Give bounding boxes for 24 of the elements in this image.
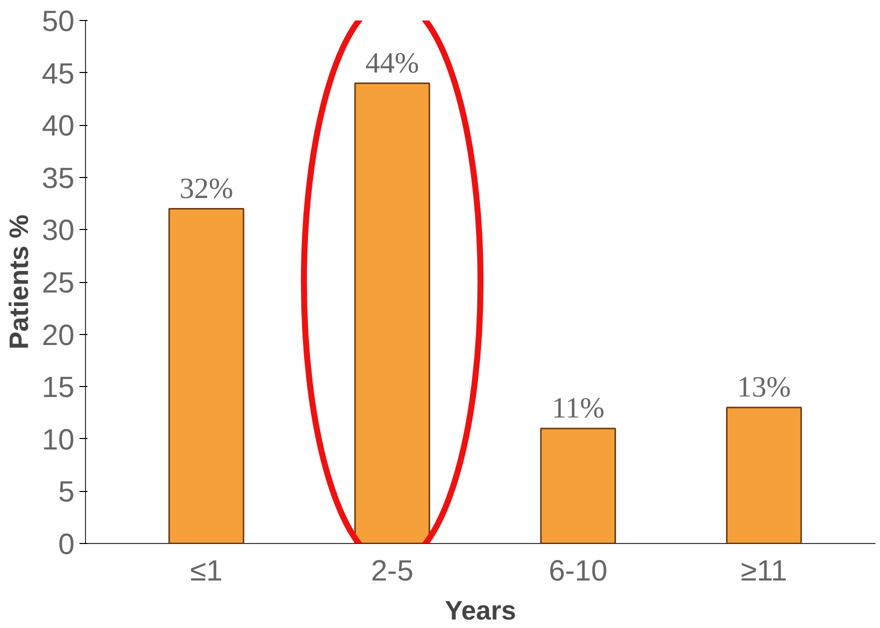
y-tick-label: 35 xyxy=(42,162,75,195)
x-tick-label: 2-5 xyxy=(371,554,414,588)
y-tick-label: 20 xyxy=(42,318,75,352)
y-tick-label: 30 xyxy=(42,214,75,248)
y-tick-label: 45 xyxy=(42,57,75,90)
x-tick-label: 6-10 xyxy=(548,554,608,588)
y-tick-label: 5 xyxy=(58,476,74,509)
data-label: 13% xyxy=(737,372,791,404)
x-tick-label: ≥11 xyxy=(740,554,788,588)
x-axis-title: Years xyxy=(444,596,516,626)
y-axis-title: Patients % xyxy=(4,214,34,350)
bar xyxy=(168,208,244,544)
y-tick-label: 40 xyxy=(42,110,75,143)
y-tick-label: 0 xyxy=(58,528,74,561)
y-tick-label: 25 xyxy=(42,266,75,300)
y-tick-label: 15 xyxy=(42,371,75,404)
bar xyxy=(540,428,616,544)
data-label: 11% xyxy=(552,392,604,424)
x-tick-label: ≤1 xyxy=(190,554,223,588)
bar xyxy=(726,406,802,544)
y-tick-label: 10 xyxy=(42,423,75,456)
data-label: 44% xyxy=(365,47,420,80)
data-label: 32% xyxy=(179,172,234,205)
y-tick-label: 50 xyxy=(42,5,75,38)
